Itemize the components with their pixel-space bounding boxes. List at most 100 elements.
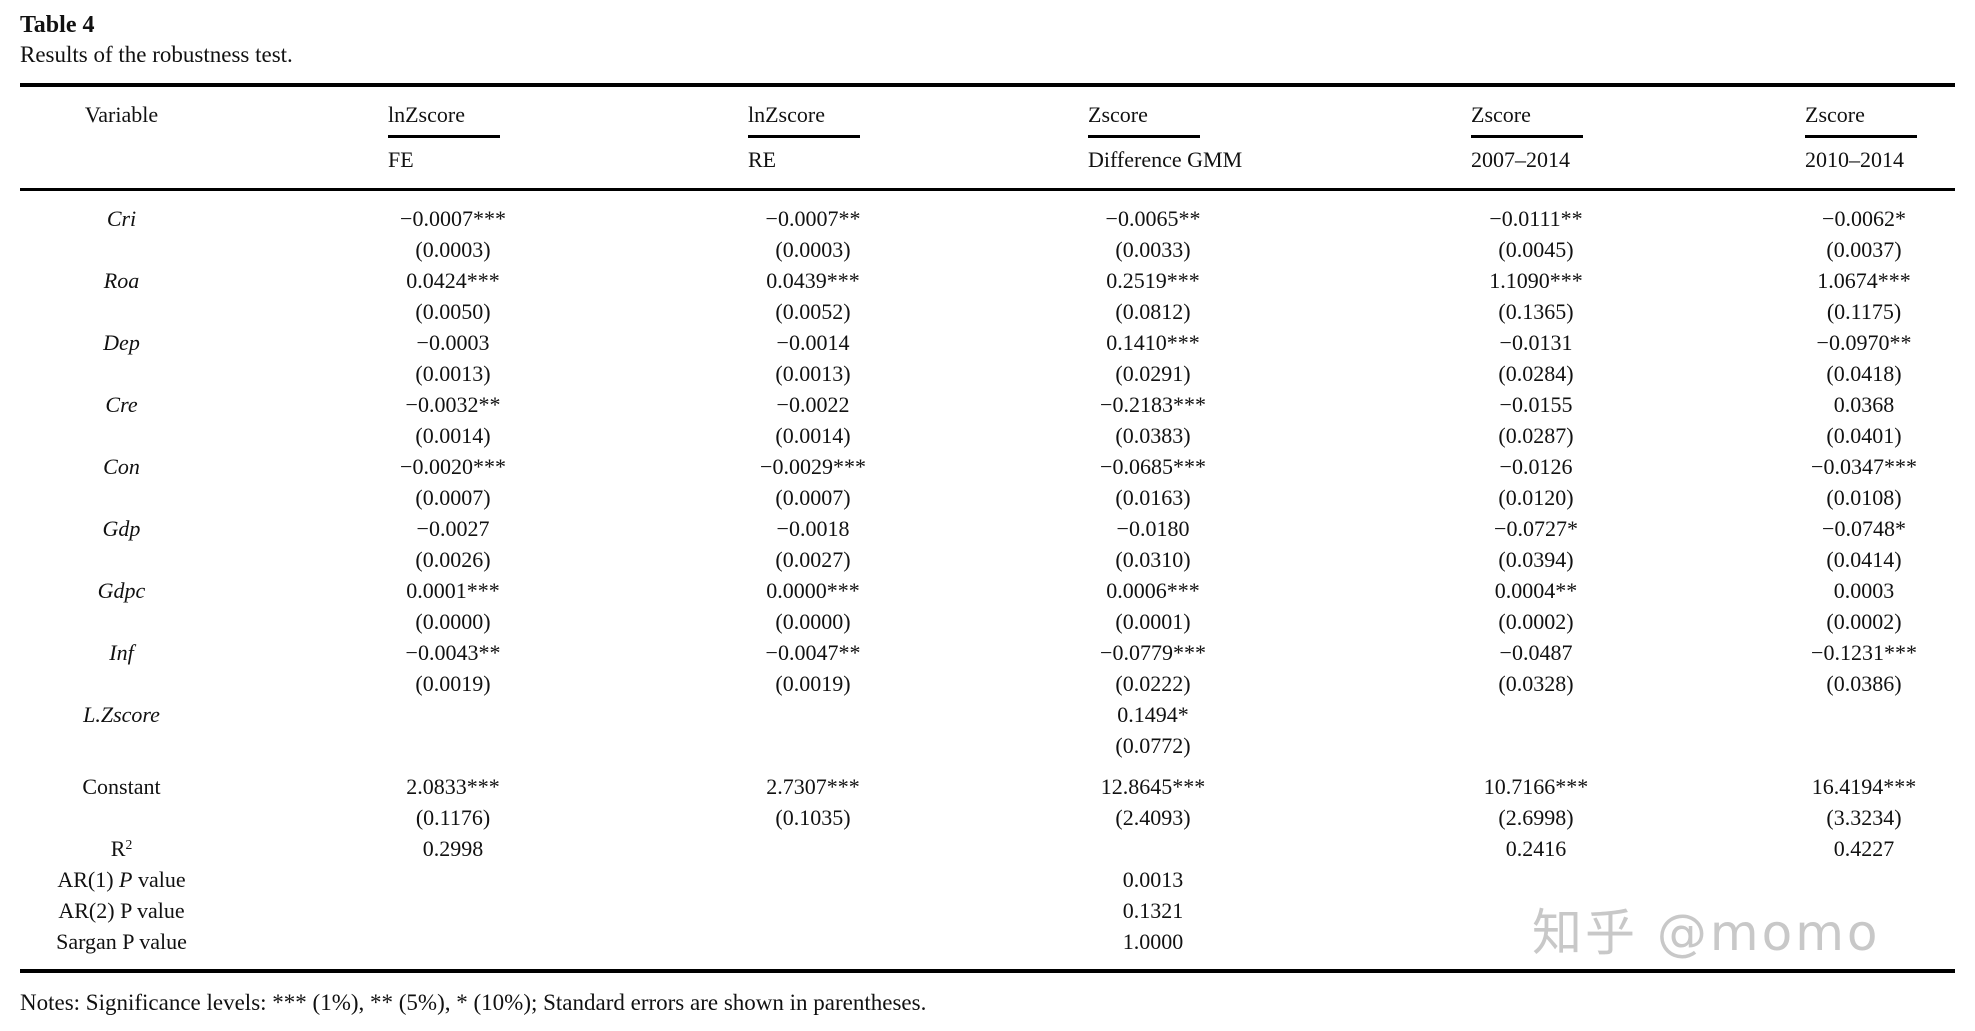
cell-value: 0.0006*** — [1106, 578, 1200, 603]
value-cell: 0.1410*** — [1088, 327, 1471, 358]
coefficient-row: Inf −0.0043** −0.0047** −0.0779*** −0.0487 −0… — [20, 637, 1955, 668]
spec-header-empty — [20, 138, 388, 191]
variable-label-empty — [20, 668, 388, 699]
value-cell: 0.1494* — [1088, 699, 1471, 730]
value-cell — [1805, 699, 1955, 730]
cell-value: (0.0394) — [1498, 547, 1574, 572]
cell-value: (2.4093) — [1115, 805, 1191, 830]
stderr-row: (0.0007) (0.0007) (0.0163) (0.0120) (0.0108) — [20, 482, 1955, 513]
variable-label: Gdp — [102, 516, 141, 541]
cell-value: (0.0014) — [415, 423, 491, 448]
header-underline — [748, 135, 860, 138]
model-header-2: lnZscore — [748, 85, 1088, 138]
table-header: Variable lnZscore lnZscore Zscore Zscore — [20, 85, 1955, 191]
table-notes: Notes: Significance levels: *** (1%), **… — [20, 990, 927, 1015]
cell-value: −0.2183*** — [1100, 392, 1206, 417]
value-cell — [388, 895, 748, 926]
stat-label-text: R — [110, 836, 126, 861]
cell-value: (0.0045) — [1498, 237, 1574, 262]
cell-value: −0.0018 — [776, 516, 850, 541]
value-cell: −0.0003 — [388, 327, 748, 358]
cell-value: −0.0487 — [1499, 640, 1573, 665]
cell-value: (0.0002) — [1826, 609, 1902, 634]
variable-label-empty — [20, 730, 388, 761]
cell-value: (0.0027) — [775, 547, 851, 572]
value-cell: (0.1035) — [748, 802, 1088, 833]
cell-value: (0.0014) — [775, 423, 851, 448]
cell-value: −0.0111** — [1489, 206, 1583, 231]
value-cell: (0.0386) — [1805, 668, 1955, 699]
cell-value: 0.0004** — [1494, 578, 1578, 603]
value-cell: 1.0000 — [1088, 926, 1471, 971]
header-underline — [388, 135, 500, 138]
value-cell: −0.0970** — [1805, 327, 1955, 358]
cell-value: (0.0002) — [1498, 609, 1574, 634]
cell-value: 0.1494* — [1117, 702, 1189, 727]
value-cell: −0.0131 — [1471, 327, 1805, 358]
value-cell: (0.0284) — [1471, 358, 1805, 389]
variable-label: L.Zscore — [83, 702, 160, 727]
value-cell: (0.0418) — [1805, 358, 1955, 389]
cell-value: (0.0019) — [415, 671, 491, 696]
stderr-row: (0.0772) — [20, 730, 1955, 761]
value-cell: −0.0111** — [1471, 190, 1805, 235]
value-cell: −0.0062* — [1805, 190, 1955, 235]
cell-value: 0.0368 — [1833, 392, 1895, 417]
cell-value: (0.0222) — [1115, 671, 1191, 696]
value-cell: (0.0291) — [1088, 358, 1471, 389]
cell-value: 1.0000 — [1122, 929, 1184, 954]
variable-label: Cri — [106, 206, 137, 231]
value-cell: (0.0019) — [388, 668, 748, 699]
stderr-row: (0.0019) (0.0019) (0.0222) (0.0328) (0.0386) — [20, 668, 1955, 699]
cell-value: (0.0013) — [775, 361, 851, 386]
cell-value: (0.1175) — [1826, 299, 1902, 324]
cell-value: (0.0418) — [1826, 361, 1902, 386]
cell-value: −0.0180 — [1116, 516, 1190, 541]
dep-var-label: lnZscore — [388, 102, 465, 127]
value-cell: (0.1175) — [1805, 296, 1955, 327]
value-cell: 1.1090*** — [1471, 265, 1805, 296]
value-cell — [1805, 864, 1955, 895]
stderr-row: (0.0014) (0.0014) (0.0383) (0.0287) (0.0401) — [20, 420, 1955, 451]
value-cell — [748, 730, 1088, 761]
table-number-title: Table 4 — [20, 12, 95, 38]
statistic-row: AR(1) P value 0.0013 — [20, 864, 1955, 895]
value-cell: (0.0033) — [1088, 234, 1471, 265]
value-cell: −0.0347*** — [1805, 451, 1955, 482]
value-cell — [388, 926, 748, 971]
value-cell — [1471, 730, 1805, 761]
value-cell: (0.0050) — [388, 296, 748, 327]
cell-value: −0.0779*** — [1100, 640, 1206, 665]
value-cell: −0.1231*** — [1805, 637, 1955, 668]
value-cell — [388, 730, 748, 761]
coefficient-row: Cri −0.0007*** −0.0007** −0.0065** −0.0111**… — [20, 190, 1955, 235]
cell-value: −0.0126 — [1499, 454, 1573, 479]
cell-value: (0.0310) — [1115, 547, 1191, 572]
stat-label-text: value — [132, 867, 186, 892]
value-cell: 0.0424*** — [388, 265, 748, 296]
cell-value: −0.0347*** — [1811, 454, 1917, 479]
value-cell: (2.4093) — [1088, 802, 1471, 833]
value-cell — [388, 699, 748, 730]
cell-value: (0.0000) — [775, 609, 851, 634]
cell-value: −0.0043** — [405, 640, 501, 665]
cell-value: (0.0386) — [1826, 671, 1902, 696]
value-cell: −0.0126 — [1471, 451, 1805, 482]
specification-header-row: FE RE Difference GMM 2007–2014 2010–2014 — [20, 138, 1955, 191]
value-cell — [1471, 864, 1805, 895]
spec-header-2007-2014: 2007–2014 — [1471, 138, 1805, 191]
value-cell: (0.0037) — [1805, 234, 1955, 265]
table-caption: Results of the robustness test. — [20, 42, 293, 67]
value-cell: 0.0013 — [1088, 864, 1471, 895]
cell-value: (0.0108) — [1826, 485, 1902, 510]
value-cell: 0.2519*** — [1088, 265, 1471, 296]
variable-label: Inf — [109, 640, 134, 665]
value-cell: (0.0027) — [748, 544, 1088, 575]
cell-value: (0.0052) — [775, 299, 851, 324]
spec-header-gmm: Difference GMM — [1088, 138, 1471, 191]
coefficient-row: Dep −0.0003 −0.0014 0.1410*** −0.0131 −0.0970… — [20, 327, 1955, 358]
cell-value: 12.8645*** — [1100, 774, 1206, 799]
value-cell: (0.0000) — [748, 606, 1088, 637]
value-cell: (0.0812) — [1088, 296, 1471, 327]
value-cell: (0.0052) — [748, 296, 1088, 327]
